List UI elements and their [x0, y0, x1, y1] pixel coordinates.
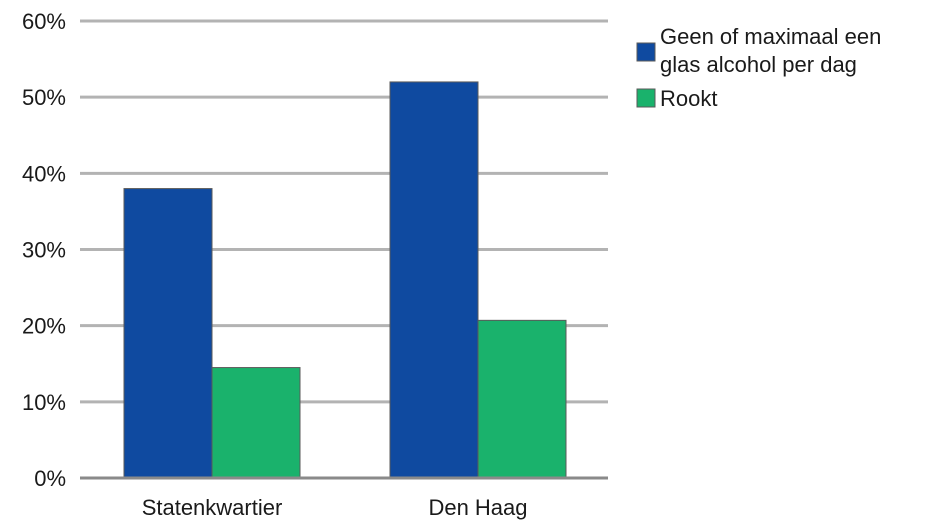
- y-tick-label: 0%: [34, 466, 66, 491]
- y-tick-label: 50%: [22, 85, 66, 110]
- legend: Geen of maximaal een glas alcohol per dag…: [636, 24, 881, 111]
- y-tick-label: 40%: [22, 161, 66, 186]
- y-tick-label: 30%: [22, 238, 66, 263]
- bars: [80, 81, 608, 480]
- bar-rookt-1: [477, 319, 567, 479]
- bar-rookt-0: [211, 367, 301, 479]
- y-tick-label: 60%: [22, 9, 66, 34]
- legend-label: Geen of maximaal een: [660, 24, 881, 49]
- legend-label: Rookt: [660, 86, 717, 111]
- legend-swatch: [636, 42, 656, 62]
- y-tick-label: 20%: [22, 314, 66, 339]
- legend-swatch: [636, 88, 656, 108]
- bar-alcohol-1: [389, 81, 479, 479]
- y-tick-label: 10%: [22, 390, 66, 415]
- legend-label: glas alcohol per dag: [660, 52, 857, 77]
- y-axis-ticks: 0% 10% 20% 30% 40% 50% 60%: [22, 9, 66, 491]
- x-axis-labels: Statenkwartier Den Haag: [142, 495, 528, 520]
- x-category-label: Den Haag: [428, 495, 527, 520]
- bar-alcohol-0: [123, 188, 213, 479]
- x-category-label: Statenkwartier: [142, 495, 283, 520]
